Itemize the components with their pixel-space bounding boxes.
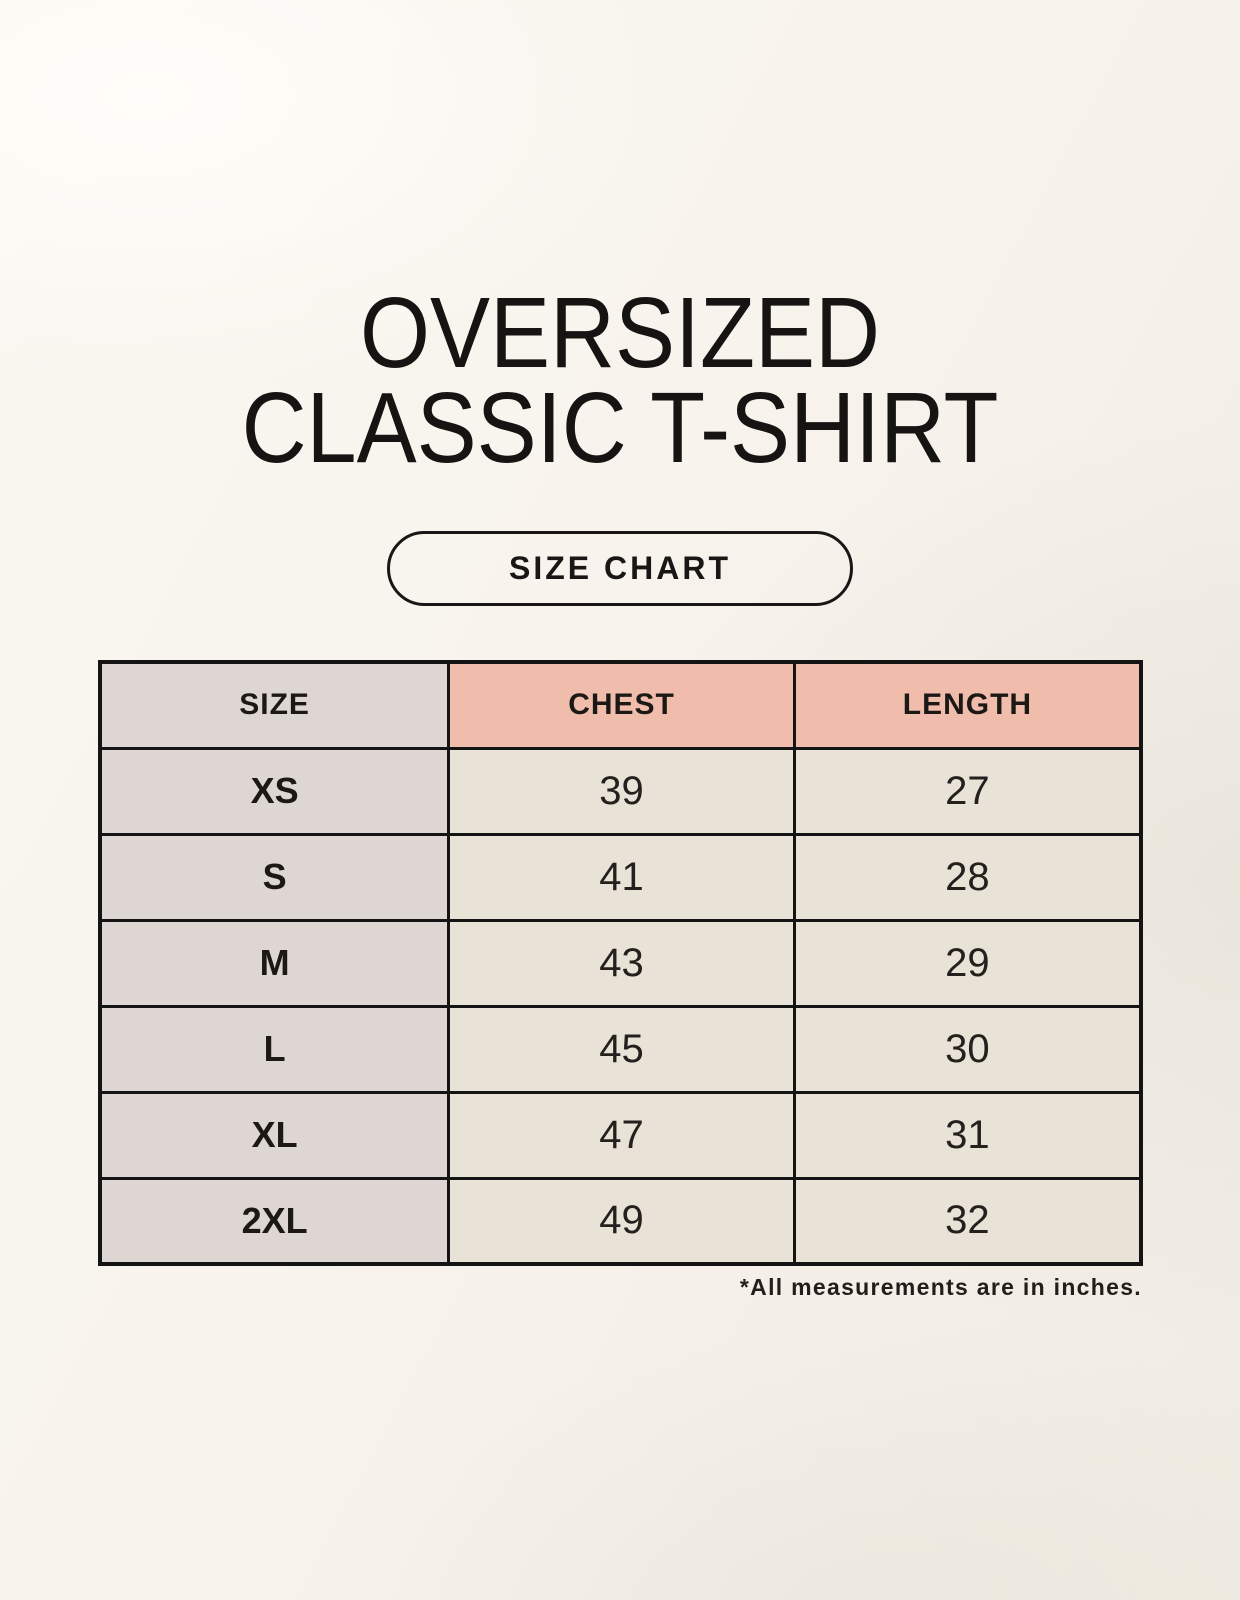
- size-cell: XS: [98, 746, 451, 836]
- size-cell: M: [98, 918, 451, 1008]
- size-chart-button[interactable]: SIZE CHART: [387, 531, 853, 606]
- table-row: M 43 29: [98, 918, 1143, 1008]
- table-row: 2XL 49 32: [98, 1176, 1143, 1266]
- chest-value-cell: 49: [447, 1176, 796, 1266]
- size-cell: XL: [98, 1090, 451, 1180]
- chest-value-cell: 39: [447, 746, 796, 836]
- chest-value-cell: 45: [447, 1004, 796, 1094]
- chest-value-cell: 43: [447, 918, 796, 1008]
- table-row: XS 39 27: [98, 746, 1143, 836]
- column-header-size: SIZE: [98, 660, 451, 750]
- length-value-cell: 32: [792, 1176, 1143, 1266]
- length-value-cell: 31: [792, 1090, 1143, 1180]
- size-chart-table: SIZE CHEST LENGTH XS 39 27 S 41 28 M 43 …: [98, 660, 1143, 1266]
- size-cell: 2XL: [98, 1176, 451, 1266]
- length-value-cell: 30: [792, 1004, 1143, 1094]
- product-title: OVERSIZED CLASSIC T-SHIRT: [62, 277, 1178, 484]
- table-header-row: SIZE CHEST LENGTH: [98, 660, 1143, 750]
- length-value-cell: 29: [792, 918, 1143, 1008]
- measurements-footnote: *All measurements are in inches.: [739, 1274, 1142, 1300]
- length-value-cell: 28: [792, 832, 1143, 922]
- column-header-chest: CHEST: [447, 660, 796, 750]
- table-row: L 45 30: [98, 1004, 1143, 1094]
- chest-value-cell: 47: [447, 1090, 796, 1180]
- chest-value-cell: 41: [447, 832, 796, 922]
- table-row: S 41 28: [98, 832, 1143, 922]
- size-chart-button-label: SIZE CHART: [509, 550, 731, 586]
- table-row: XL 47 31: [98, 1090, 1143, 1180]
- size-cell: L: [98, 1004, 451, 1094]
- product-title-line2: CLASSIC T-SHIRT: [241, 372, 999, 484]
- product-title-line1: OVERSIZED: [359, 277, 881, 389]
- column-header-length: LENGTH: [792, 660, 1143, 750]
- length-value-cell: 27: [792, 746, 1143, 836]
- size-cell: S: [98, 832, 451, 922]
